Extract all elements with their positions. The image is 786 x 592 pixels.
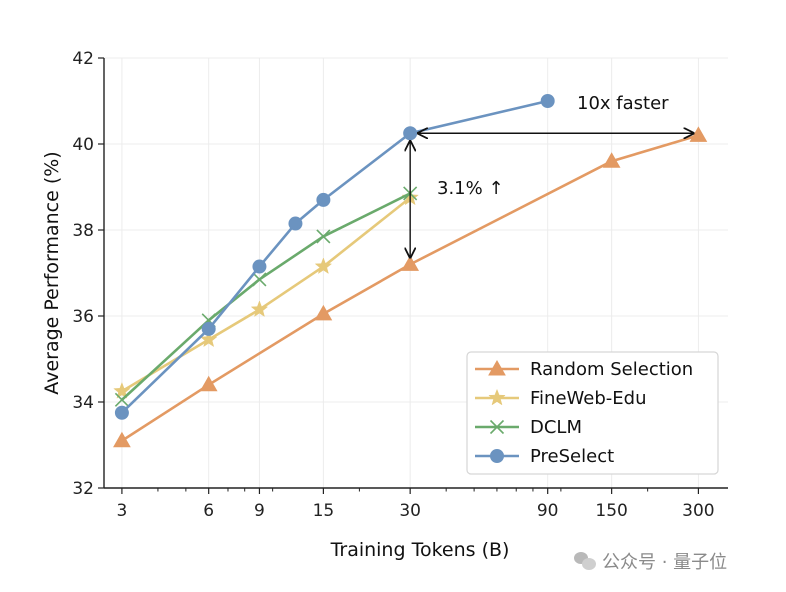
- x-tick-label: 3: [116, 501, 127, 521]
- y-tick-label: 32: [72, 479, 94, 499]
- legend-label: Random Selection: [530, 359, 693, 380]
- legend-label: DCLM: [530, 417, 582, 438]
- data-point: [314, 304, 333, 321]
- data-point: [113, 431, 131, 448]
- x-tick-label: 6: [203, 501, 214, 521]
- data-point: [201, 321, 216, 336]
- legend-marker: [488, 388, 506, 406]
- series-line: [121, 134, 699, 442]
- legend-box: [466, 351, 719, 475]
- legend-marker: [488, 359, 506, 376]
- series-line: [121, 196, 411, 393]
- data-point: [316, 229, 331, 244]
- legend: Random Selection FineWeb-Edu DCLM PreSelect: [466, 351, 719, 475]
- gain-label: 3.1% ↑: [437, 178, 504, 199]
- legend-item: Random Selection: [475, 359, 693, 380]
- y-tick-label: 36: [72, 307, 94, 327]
- watermark-text: 公众号 · 量子位: [602, 552, 728, 573]
- data-point: [113, 382, 131, 399]
- x-tick-label: 9: [254, 501, 265, 521]
- series-preselect: [114, 94, 555, 420]
- legend-item: FineWeb-Edu: [475, 388, 646, 409]
- y-axis-label: Average Performance (%): [41, 151, 63, 394]
- wechat-icon: [574, 552, 596, 570]
- data-point: [199, 330, 218, 348]
- legend-item: DCLM: [475, 417, 582, 438]
- annotations: 10x faster 3.1% ↑: [410, 93, 693, 257]
- data-point: [689, 126, 708, 142]
- data-point: [314, 257, 333, 275]
- data-point: [252, 272, 267, 287]
- y-tick-label: 42: [72, 49, 94, 69]
- y-tick-label: 40: [72, 135, 94, 155]
- y-tick-label: 38: [72, 221, 94, 241]
- data-point: [316, 192, 331, 207]
- legend-marker: [490, 449, 504, 463]
- data-point: [288, 216, 303, 231]
- x-tick-label: 15: [313, 501, 335, 521]
- x-tick-label: 150: [595, 501, 627, 521]
- data-point: [250, 300, 269, 318]
- x-tick-label: 30: [399, 501, 421, 521]
- legend-label: FineWeb-Edu: [530, 388, 646, 409]
- data-point: [401, 255, 420, 271]
- x-tick-label: 300: [682, 501, 714, 521]
- data-point: [199, 375, 218, 392]
- legend-label: PreSelect: [530, 446, 614, 467]
- data-point: [403, 126, 418, 141]
- data-point: [540, 94, 555, 108]
- watermark: 公众号 · 量子位: [574, 548, 727, 574]
- y-tick-label: 34: [72, 393, 94, 413]
- speedup-label: 10x faster: [577, 93, 669, 114]
- data-point: [602, 152, 621, 168]
- legend-marker: [489, 419, 505, 435]
- data-point: [114, 405, 129, 420]
- x-tick-label: 90: [537, 501, 559, 521]
- series-dclm: [114, 186, 418, 407]
- series-line: [121, 192, 411, 401]
- legend-item: PreSelect: [475, 446, 614, 467]
- data-point: [252, 259, 267, 274]
- x-axis-label: Training Tokens (B): [330, 539, 510, 561]
- data-point: [114, 392, 129, 407]
